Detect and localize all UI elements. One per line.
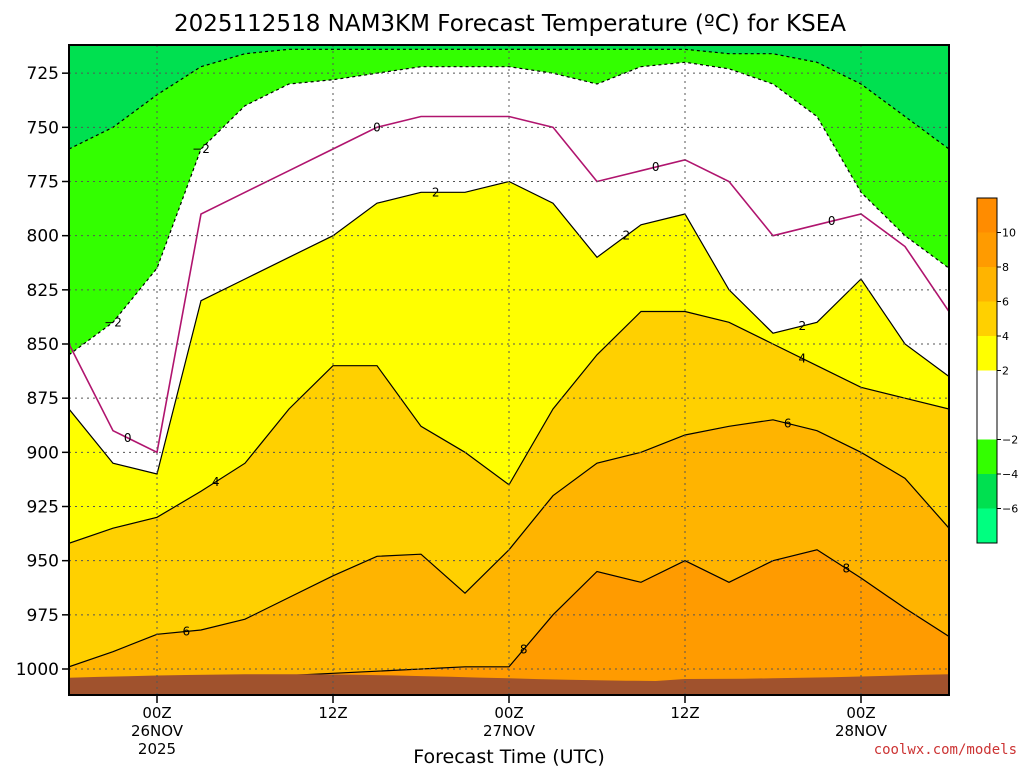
- isotherm-contours: [69, 48, 949, 692]
- contour-label: 6: [183, 624, 191, 638]
- band-t_m4: [69, 45, 949, 149]
- contour-label: 0: [124, 431, 132, 445]
- contour-t_m2: [69, 61, 949, 356]
- y-tick-label: 875: [27, 389, 59, 409]
- y-tick-label: 900: [27, 443, 59, 463]
- y-tick-label: 750: [27, 118, 59, 138]
- x-tick-date: 28NOV: [835, 722, 888, 740]
- contour-label: −2: [104, 315, 122, 329]
- y-tick-label: 775: [27, 173, 59, 193]
- colorbar-tick-label: 10: [1002, 227, 1016, 240]
- x-tick-label: 00Z: [494, 704, 523, 722]
- colorbar-band: [977, 301, 997, 336]
- contour-label: 2: [432, 185, 440, 199]
- contour-label: 8: [520, 643, 528, 657]
- y-axis: 725 750 775 800 825 850 875 900 925 950 975 1000: [16, 64, 69, 680]
- terrain-surface: [69, 674, 949, 695]
- contour-t_2: [69, 180, 949, 475]
- colorbar-tick-label: −4: [1002, 468, 1018, 481]
- y-tick-label: 1000: [16, 660, 59, 680]
- band-t_2: [69, 45, 949, 474]
- contour-label: 0: [828, 214, 836, 228]
- colorbar-tick-label: 8: [1002, 261, 1009, 274]
- colorbar-tick-label: 6: [1002, 296, 1009, 309]
- colorbar-band: [977, 267, 997, 302]
- colorbar-tick-label: 2: [1002, 365, 1009, 378]
- contour-label: 6: [784, 416, 792, 430]
- contour-label: −2: [192, 142, 210, 156]
- contour-label: 0: [652, 160, 660, 174]
- x-tick-label: 00Z: [846, 704, 875, 722]
- contour-label: 4: [799, 351, 807, 365]
- y-tick-label: 825: [27, 281, 59, 301]
- x-tick-date: 27NOV: [483, 722, 536, 740]
- y-tick-label: 850: [27, 335, 59, 355]
- colorbar-band: [977, 439, 997, 474]
- colorbar-band: [977, 232, 997, 267]
- contour-label: 0: [373, 120, 381, 134]
- contour-label: 8: [843, 562, 851, 576]
- colorbar-tick-label: −2: [1002, 434, 1018, 447]
- colorbar-band: [977, 336, 997, 371]
- chart-title: 2025112518 NAM3KM Forecast Temperature (…: [174, 11, 846, 37]
- colorbar-band: [977, 474, 997, 509]
- y-tick-label: 925: [27, 498, 59, 518]
- y-tick-label: 975: [27, 606, 59, 626]
- colorbar-tick-label: −6: [1002, 503, 1018, 516]
- y-tick-label: 725: [27, 64, 59, 84]
- contour-label: 2: [799, 319, 807, 333]
- contour-label: 2: [623, 229, 631, 243]
- x-tick-year: 2025: [138, 740, 176, 758]
- y-tick-label: 800: [27, 227, 59, 247]
- colorbar: 10 8 6 4 2 −2 −4 −6: [976, 197, 1018, 544]
- x-tick-date: 26NOV: [131, 722, 184, 740]
- colorbar-band: [977, 508, 997, 543]
- colorbar-band: [977, 370, 997, 440]
- colorbar-band: [977, 198, 997, 233]
- credit-link[interactable]: coolwx.com/models: [874, 742, 1017, 758]
- contour-label: 4: [212, 475, 220, 489]
- contour-t_0: [69, 115, 949, 454]
- x-tick-label: 00Z: [142, 704, 171, 722]
- y-tick-label: 950: [27, 552, 59, 572]
- temperature-bands: [69, 45, 949, 691]
- x-axis-label: Forecast Time (UTC): [413, 746, 604, 768]
- colorbar-tick-label: 4: [1002, 330, 1009, 343]
- contour-labels: −2 −2 0 0 0 0 2 2 2 4 4 6 6 8 8: [104, 120, 850, 656]
- gridlines: [69, 45, 949, 695]
- plot-area: [69, 45, 949, 695]
- x-tick-label: 12Z: [318, 704, 347, 722]
- x-tick-label: 12Z: [670, 704, 699, 722]
